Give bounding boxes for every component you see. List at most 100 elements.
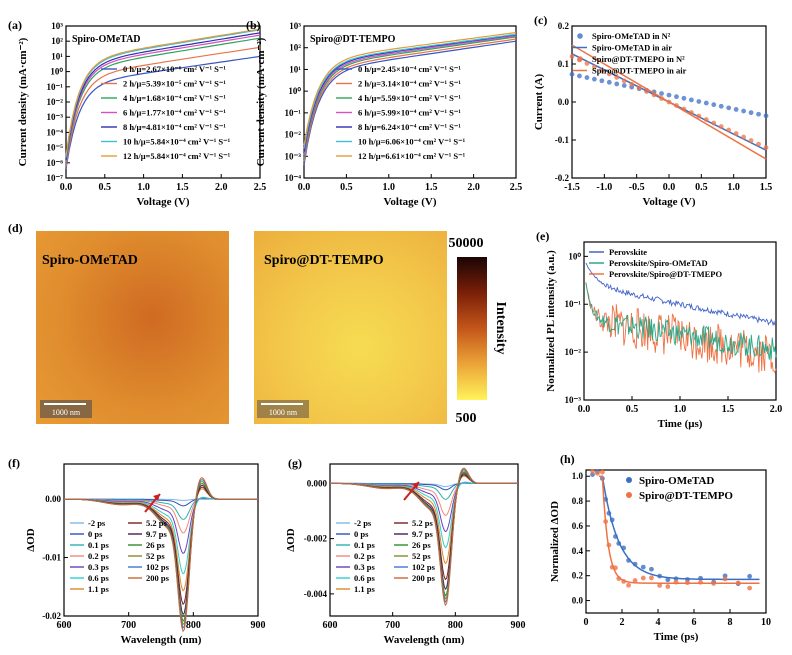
colorbar xyxy=(457,257,487,400)
series-line xyxy=(303,31,517,146)
y-tick-label: 10⁰ xyxy=(288,86,301,96)
series-point xyxy=(614,81,620,87)
x-axis-label: Voltage (V) xyxy=(383,196,436,208)
x-axis-label: Time (μs) xyxy=(658,418,703,430)
data-point xyxy=(640,575,646,581)
y-tick-label: -0.002 xyxy=(304,534,328,544)
series-line xyxy=(330,467,518,607)
y-tick-label: 0.4 xyxy=(572,546,584,556)
y-tick-label: 10⁻⁶ xyxy=(47,158,64,168)
panel-e: 0.0 0.5 1.0 1.5 2.0 Time (μs) 10⁰ 10⁻¹ 10⁻² 10⁻³ N… xyxy=(545,241,783,430)
legend-entry: 0.3 ps xyxy=(354,562,375,572)
x-tick-label: 0.0 xyxy=(298,182,311,193)
x-tick-label: -1.0 xyxy=(596,182,612,193)
series-point xyxy=(733,131,739,136)
y-tick-label: 10⁻⁴ xyxy=(285,173,302,183)
y-tick-label: 0.2 xyxy=(572,571,584,581)
x-tick-label: 1.5 xyxy=(425,182,438,193)
x-tick-label: 10 xyxy=(761,617,771,628)
x-tick-label: 2.0 xyxy=(467,182,480,193)
x-tick-label: 2.0 xyxy=(770,404,783,415)
x-tick-label: 900 xyxy=(251,620,266,631)
y-tick-label: 10³ xyxy=(289,21,301,31)
y-tick-label: -0.004 xyxy=(304,589,328,599)
y-axis-label: Current density (mA·cm⁻²) xyxy=(255,37,267,166)
data-point xyxy=(722,576,728,582)
series-line xyxy=(65,28,261,156)
x-tick-label: 2.5 xyxy=(254,182,267,193)
y-tick-label: 10⁻¹ xyxy=(285,108,302,118)
series-point xyxy=(711,120,717,126)
panel-letter-d: (d) xyxy=(8,221,23,235)
series-line xyxy=(64,477,258,633)
data-point xyxy=(665,584,671,589)
legend-entry: 8 h/μ=4.81×10⁻⁴ cm² V⁻¹ S⁻¹ xyxy=(123,122,226,132)
legend-entry: 10 h/μ=6.06×10⁻⁴ cm² V⁻¹ S⁻¹ xyxy=(358,137,466,147)
data-point xyxy=(711,581,717,586)
data-point xyxy=(649,575,654,581)
legend-entry: Spiro@DT-TMEPO in N² xyxy=(592,54,685,64)
y-tick-label: 10¹ xyxy=(51,51,63,61)
data-point xyxy=(657,573,663,579)
x-tick-label: 1.0 xyxy=(727,182,740,193)
x-tick-label: 800 xyxy=(186,620,201,631)
legend-swatch xyxy=(577,33,583,39)
y-tick-label: 0.0 xyxy=(572,596,584,606)
legend-entry: 102 ps xyxy=(412,562,436,572)
series-line xyxy=(303,40,517,166)
panel-c: -1.5 -1.0 -0.5 0.0 0.5 1.0 1.5 Voltage (V) 0.2 0.… xyxy=(533,21,772,208)
y-tick-label: 10² xyxy=(51,36,63,46)
x-tick-label: -1.5 xyxy=(564,182,580,193)
series-point xyxy=(599,68,605,73)
y-tick-label: 10⁻⁴ xyxy=(47,127,64,137)
legend-entry: 5.2 ps xyxy=(412,518,433,528)
y-tick-label: 0.6 xyxy=(572,521,584,531)
series-line xyxy=(65,29,261,158)
series-point xyxy=(756,111,761,117)
y-tick-label: 0.1 xyxy=(558,59,570,69)
series-point xyxy=(748,138,754,143)
data-point xyxy=(606,542,612,548)
series-line xyxy=(65,46,261,167)
data-point xyxy=(609,517,615,523)
legend-entry: 4 h/μ=5.59×10⁻⁴ cm² V⁻¹ S⁻¹ xyxy=(358,93,461,103)
series-line xyxy=(65,32,261,160)
data-point xyxy=(665,577,671,583)
series-point xyxy=(703,117,709,122)
legend-entry: 10 h/μ=5.84×10⁻⁴ cm² V⁻¹ S⁻¹ xyxy=(123,137,231,147)
legend-entry: 52 ps xyxy=(412,551,431,561)
legend-entry: 1.1 ps xyxy=(88,584,109,594)
panel-letter-h: (h) xyxy=(560,452,575,466)
legend-entry: 0 ps xyxy=(354,529,369,539)
legend-entry: 9.7 ps xyxy=(412,529,433,539)
legend-entry: 0.6 ps xyxy=(88,573,109,583)
y-tick-label: 10⁻⁵ xyxy=(47,143,64,153)
legend-entry: 12 h/μ=5.84×10⁻⁴ cm² V⁻¹ S⁻¹ xyxy=(123,151,231,161)
y-tick-label: 10⁻² xyxy=(47,97,64,107)
legend-entry: 26 ps xyxy=(146,540,165,550)
scalebar-label: 1000 nm xyxy=(269,408,298,417)
x-tick-label: 700 xyxy=(121,620,136,631)
legend-entry: 5.2 ps xyxy=(146,518,167,528)
legend-entry: 9.7 ps xyxy=(146,529,167,539)
y-tick-label: 10² xyxy=(289,43,301,53)
x-tick-label: 1.5 xyxy=(176,182,189,193)
series-point xyxy=(599,78,605,84)
series-point xyxy=(629,82,635,87)
legend-entry: Perovskite xyxy=(609,247,647,257)
data-point xyxy=(599,469,605,475)
arrow-head xyxy=(153,494,160,501)
legend-swatch xyxy=(626,477,632,483)
y-axis-label: ΔOD xyxy=(285,528,297,551)
series-point xyxy=(718,124,724,129)
data-point xyxy=(603,519,609,524)
legend-entry: 1.1 ps xyxy=(354,584,375,594)
series-point xyxy=(591,64,597,70)
legend-entry: 0.1 ps xyxy=(354,540,375,550)
panel-g: 600 700 800 900 Wavelength (nm) 0.000 -0.002 -0… xyxy=(285,463,526,646)
x-tick-label: 0.0 xyxy=(60,182,73,193)
series-line xyxy=(303,35,517,156)
series-point xyxy=(621,83,627,88)
legend-entry: 8 h/μ=6.24×10⁻⁴ cm² V⁻¹ S⁻¹ xyxy=(358,122,461,132)
colorbar-title: Intensity xyxy=(493,302,508,355)
